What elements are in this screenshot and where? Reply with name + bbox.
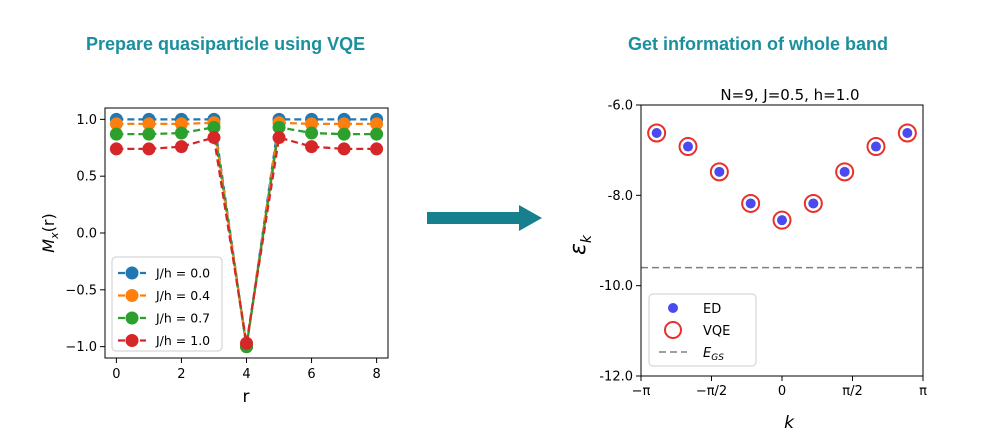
left-series-1-marker — [370, 117, 384, 131]
left-series-3-marker — [337, 142, 351, 156]
left-series-3-marker — [109, 142, 123, 156]
left-legend-marker — [125, 289, 139, 302]
right-y-tick-label: -8.0 — [608, 189, 633, 204]
right-y-axis-label: εk — [566, 234, 595, 255]
left-series-2-marker — [174, 126, 188, 140]
left-legend-label: J/h = 1.0 — [155, 333, 210, 348]
left-series-2-marker — [370, 127, 384, 141]
arrow-head — [519, 205, 542, 231]
left-series-3-marker — [207, 131, 221, 145]
right-legend-ed-marker — [668, 303, 678, 313]
vqe-point — [709, 162, 729, 182]
ed-point — [683, 141, 694, 152]
ed-point — [808, 198, 819, 209]
right-x-tick-label: 0 — [778, 384, 786, 399]
left-legend-label: J/h = 0.7 — [155, 311, 210, 326]
right-chart-title: N=9, J=0.5, h=1.0 — [720, 86, 859, 104]
right-chart: N=9, J=0.5, h=1.0 −π −π/2 0 π/2 π -6.0 -8.0 -1… — [566, 86, 927, 433]
vqe-point — [897, 123, 917, 143]
transition-arrow — [427, 205, 542, 231]
right-legend-vqe-marker — [664, 321, 682, 339]
right-y-tick-label: -10.0 — [599, 279, 633, 294]
left-legend-box — [111, 256, 223, 352]
left-y-tick-label: 0.5 — [76, 170, 97, 185]
right-x-tick-label: −π — [632, 384, 651, 399]
right-legend-vqe-label: VQE — [703, 324, 730, 339]
right-legend-egs-label: EGS — [703, 346, 724, 363]
left-legend-marker — [125, 334, 139, 347]
vqe-point — [647, 123, 667, 143]
right-x-tick-label: π — [919, 384, 927, 399]
vqe-point — [835, 162, 855, 182]
right-x-tick-label: −π/2 — [696, 384, 727, 399]
right-x-axis-label: k — [784, 413, 795, 433]
left-legend: J/h = 0.0 J/h = 0.4 J/h = 0.7 J/h = 1.0 — [111, 256, 223, 352]
left-x-axis-label: r — [243, 387, 250, 407]
right-x-tick-label: π/2 — [842, 384, 862, 399]
right-y-ticks: -6.0 -8.0 -10.0 -12.0 — [599, 99, 641, 385]
right-x-ticks: −π −π/2 0 π/2 π — [632, 376, 927, 399]
left-legend-label: J/h = 0.4 — [155, 288, 210, 303]
left-series-1-marker — [142, 117, 156, 131]
left-legend-label: J/h = 0.0 — [155, 266, 210, 281]
left-y-tick-label: −1.0 — [65, 340, 97, 355]
left-series-3-marker — [305, 140, 319, 154]
ed-point — [777, 215, 787, 226]
left-series-2-marker — [142, 127, 156, 141]
left-series-3-marker — [240, 336, 253, 350]
left-series-1-marker — [337, 117, 351, 131]
left-series-2-marker — [337, 127, 351, 141]
ed-point — [714, 166, 725, 177]
right-y-tick-label: -12.0 — [599, 370, 633, 385]
left-x-tick-label: 0 — [112, 367, 120, 382]
ed-point — [651, 128, 662, 139]
ed-point — [902, 128, 913, 139]
left-legend-marker — [125, 311, 139, 325]
left-x-tick-label: 2 — [177, 367, 185, 382]
left-series-2-marker — [305, 126, 319, 140]
left-y-axis-label: Mx(r) — [39, 213, 61, 252]
left-chart: 0 2 4 6 8 1.0 0.5 0.0 −0.5 −1.0 r Mx(r) J/h = 0.… — [39, 107, 389, 407]
right-legend-ed-label: ED — [703, 302, 721, 317]
vqe-point — [772, 210, 792, 230]
ed-point — [839, 166, 850, 177]
arrow-shaft — [427, 212, 521, 224]
left-series-1-marker — [305, 117, 319, 131]
left-panel-heading: Prepare quasiparticle using VQE — [86, 34, 366, 54]
left-x-ticks: 0 2 4 6 8 — [112, 358, 381, 382]
left-series-3-marker — [174, 140, 188, 154]
left-series-2-marker — [272, 120, 286, 134]
left-y-tick-label: 1.0 — [76, 113, 97, 128]
right-legend: ED VQE EGS — [648, 293, 757, 367]
vqe-point — [741, 193, 761, 213]
left-y-ticks: 1.0 0.5 0.0 −0.5 −1.0 — [65, 113, 105, 355]
left-series-3-marker — [272, 131, 286, 145]
left-y-tick-label: 0.0 — [76, 227, 97, 242]
left-x-tick-label: 8 — [372, 367, 380, 382]
left-series-1-marker — [109, 117, 123, 131]
right-y-tick-label: -6.0 — [608, 99, 633, 114]
right-panel-heading: Get information of whole band — [628, 34, 888, 54]
ed-point — [745, 198, 756, 209]
left-series-3-marker — [370, 142, 384, 156]
right-points-layer — [647, 123, 917, 230]
vqe-point — [803, 193, 823, 213]
ed-point — [870, 141, 881, 152]
left-x-tick-label: 6 — [307, 367, 315, 382]
left-series-1-marker — [174, 117, 188, 131]
left-x-tick-label: 4 — [242, 367, 250, 382]
left-series-line-0 — [116, 118, 377, 347]
left-y-tick-label: −0.5 — [65, 283, 97, 298]
left-series-layer — [109, 112, 384, 354]
vqe-point — [678, 137, 698, 157]
vqe-point — [866, 137, 886, 157]
left-legend-marker — [125, 266, 139, 280]
left-series-2-marker — [109, 127, 123, 141]
left-series-3-marker — [142, 142, 156, 156]
left-series-2-marker — [207, 120, 221, 134]
